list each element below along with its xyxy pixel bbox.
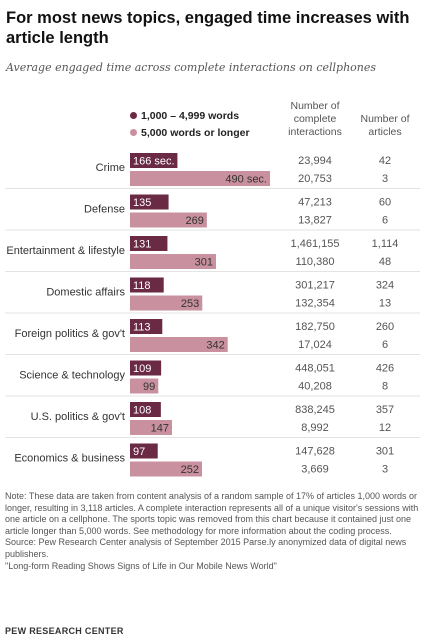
interactions-long: 132,354	[295, 298, 335, 310]
interactions-short: 448,051	[295, 363, 335, 375]
interactions-long: 13,827	[298, 215, 332, 227]
bar-long-label: 342	[206, 340, 224, 352]
interactions-long: 8,992	[301, 422, 329, 434]
bar-long-label: 99	[143, 381, 155, 393]
articles-short: 301	[376, 446, 394, 458]
bar-long-5	[130, 378, 159, 394]
bar-short-0	[130, 153, 178, 168]
legend-label-short: 1,000 – 4,999 words	[141, 110, 240, 122]
brand-name: PEW RESEARCH CENTER	[5, 626, 124, 636]
bar-long-label: 147	[151, 423, 169, 435]
bar-long-2	[130, 254, 216, 269]
legend-item-long: 5,000 words or longer	[130, 127, 250, 139]
bar-short-7	[130, 443, 158, 459]
category-label: Defense	[84, 204, 125, 216]
category-label: Science & technology	[19, 370, 125, 382]
category-label: Crime	[96, 162, 125, 174]
report-title: "Long-form Reading Shows Signs of Life i…	[5, 560, 277, 571]
bar-long-label: 269	[185, 215, 203, 227]
interactions-short: 47,213	[298, 197, 332, 209]
category-label: Economics & business	[14, 453, 125, 465]
bar-short-label: 108	[133, 405, 151, 417]
articles-short: 324	[376, 280, 394, 292]
bar-short-label: 166 sec.	[133, 156, 175, 168]
legend-item-short: 1,000 – 4,999 words	[130, 110, 239, 122]
articles-short: 42	[379, 155, 391, 167]
bar-short-label: 109	[133, 363, 151, 375]
bar-long-4	[130, 337, 228, 352]
articles-short: 60	[379, 197, 391, 209]
legend-swatch-short	[130, 112, 137, 119]
bar-short-4	[130, 319, 163, 334]
column-header-articles: Number of articles	[360, 113, 410, 138]
interactions-short: 23,994	[298, 155, 332, 167]
articles-long: 3	[382, 173, 388, 185]
category-label: Entertainment & lifestyle	[6, 245, 125, 257]
bar-long-1	[130, 212, 207, 228]
interactions-short: 147,628	[295, 446, 335, 458]
bar-short-3	[130, 277, 164, 293]
category-label: Domestic affairs	[46, 287, 125, 299]
articles-short: 357	[376, 404, 394, 416]
articles-long: 3	[382, 464, 388, 476]
bar-short-label: 131	[133, 239, 151, 251]
interactions-short: 838,245	[295, 404, 335, 416]
category-label: U.S. politics & gov't	[31, 411, 125, 423]
bar-short-label: 113	[133, 322, 151, 334]
bar-short-6	[130, 402, 161, 417]
articles-short: 1,114	[372, 238, 399, 250]
articles-long: 6	[382, 215, 388, 227]
articles-long: 48	[379, 256, 391, 268]
articles-long: 12	[379, 422, 391, 434]
bar-short-5	[130, 360, 162, 376]
bar-long-label: 253	[181, 298, 199, 310]
footnote: Note: These data are taken from content …	[5, 491, 420, 572]
note-text: Note: These data are taken from content …	[5, 491, 419, 536]
interactions-long: 40,208	[298, 381, 332, 393]
interactions-short: 1,461,155	[291, 238, 340, 250]
bar-long-label: 301	[195, 257, 213, 269]
interactions-short: 182,750	[295, 321, 335, 333]
bar-short-label: 135	[133, 197, 151, 209]
articles-long: 6	[382, 339, 388, 351]
column-header-interactions: Number of complete interactions	[288, 100, 342, 138]
source-text: Source: Pew Research Center analysis of …	[5, 537, 407, 559]
bar-long-3	[130, 295, 203, 311]
bar-long-label: 490 sec.	[225, 174, 267, 186]
chart-title: For most news topics, engaged time incre…	[6, 9, 410, 47]
bar-short-2	[130, 236, 168, 251]
interactions-short: 301,217	[295, 280, 335, 292]
legend-label-long: 5,000 words or longer	[141, 127, 250, 139]
interactions-long: 20,753	[298, 173, 332, 185]
interactions-long: 110,380	[296, 256, 335, 268]
articles-short: 426	[376, 363, 394, 375]
bar-chart: Crime 166 sec. 490 sec. 23,994 20,753 42 3 Defe…	[5, 153, 420, 477]
bar-short-1	[130, 194, 169, 210]
bar-long-7	[130, 461, 202, 477]
bar-short-label: 118	[133, 280, 151, 292]
interactions-long: 17,024	[298, 339, 332, 351]
interactions-long: 3,669	[301, 464, 329, 476]
chart-subtitle: Average engaged time across complete int…	[6, 61, 377, 74]
bar-long-0	[130, 171, 270, 186]
category-label: Foreign politics & gov't	[15, 328, 125, 340]
articles-short: 260	[376, 321, 394, 333]
articles-long: 8	[382, 381, 388, 393]
bar-short-label: 97	[133, 446, 145, 458]
legend-swatch-long	[130, 129, 137, 136]
bar-long-label: 252	[181, 464, 199, 476]
bar-long-6	[130, 420, 172, 435]
articles-long: 13	[379, 298, 391, 310]
